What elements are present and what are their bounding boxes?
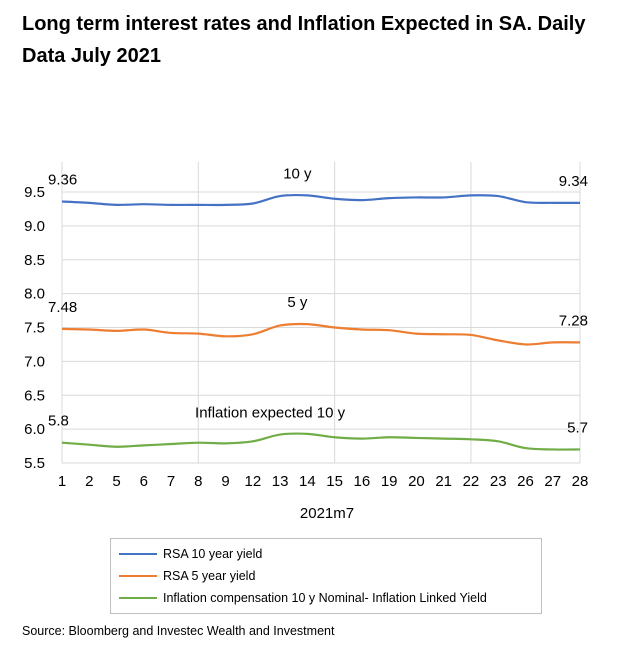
y-tick-label: 6.5 (24, 387, 45, 404)
x-tick-label: 19 (381, 473, 398, 490)
legend-label: Inflation compensation 10 y Nominal- Inf… (163, 591, 487, 605)
chart-title: Long term interest rates and Inflation E… (22, 13, 586, 67)
x-tick-label: 12 (244, 473, 261, 490)
y-tick-label: 6.0 (24, 421, 45, 438)
x-tick-label: 28 (572, 473, 589, 490)
legend-label: RSA 10 year yield (163, 547, 263, 561)
legend-swatch (119, 597, 157, 599)
x-tick-label: 15 (326, 473, 343, 490)
x-tick-label: 1 (58, 473, 66, 490)
data-annotation: 10 y (283, 165, 312, 182)
y-tick-label: 8.0 (24, 286, 45, 303)
data-annotation: 9.36 (48, 171, 77, 188)
chart-legend: RSA 10 year yield RSA 5 year yield Infla… (110, 538, 542, 614)
y-tick-label: 7.0 (24, 353, 45, 370)
x-tick-label: 8 (194, 473, 202, 490)
legend-item-rsa-10y: RSA 10 year yield (119, 543, 541, 565)
x-tick-label: 26 (517, 473, 534, 490)
x-tick-label: 6 (140, 473, 148, 490)
series-line-3 (61, 432, 581, 451)
series-line-2 (61, 322, 581, 346)
legend-swatch (119, 575, 157, 577)
data-annotation: 7.28 (559, 312, 588, 329)
x-tick-label: 5 (112, 473, 120, 490)
source-note: Source: Bloomberg and Investec Wealth an… (22, 624, 335, 638)
x-tick-label: 20 (408, 473, 425, 490)
legend-item-rsa-5y: RSA 5 year yield (119, 565, 541, 587)
y-tick-label: 7.5 (24, 320, 45, 337)
series-line-1 (61, 193, 581, 207)
axes: 9.59.08.58.07.57.06.56.05.51 2 5 6 7 8 9 12 13 14… (24, 184, 588, 522)
data-annotation: 5.8 (48, 413, 69, 430)
y-tick-label: 9.5 (24, 184, 45, 201)
y-tick-label: 8.5 (24, 252, 45, 269)
gridlines (61, 162, 581, 464)
data-annotation: 9.34 (559, 173, 588, 190)
legend-item-inflation: Inflation compensation 10 y Nominal- Inf… (119, 587, 541, 609)
x-tick-label: 2 (85, 473, 93, 490)
annotations: 9.36 10 y 9.34 7.48 5 y 7.28 5.8 Inflation expe… (48, 165, 588, 436)
x-tick-label: 9 (221, 473, 229, 490)
legend-label: RSA 5 year yield (163, 569, 256, 583)
data-annotation: 5 y (287, 294, 308, 311)
legend-swatch (119, 553, 157, 555)
y-tick-label: 5.5 (24, 455, 45, 472)
x-tick-label: 23 (490, 473, 507, 490)
data-annotation: 7.48 (48, 299, 77, 316)
line-chart: 9.59.08.58.07.57.06.56.05.51 2 5 6 7 8 9 12 13 14… (24, 162, 588, 522)
x-tick-label: 22 (463, 473, 480, 490)
x-axis-label: 2021m7 (300, 505, 354, 522)
data-annotation: Inflation expected 10 y (195, 405, 346, 422)
x-tick-label: 14 (299, 473, 316, 490)
x-tick-label: 7 (167, 473, 175, 490)
series-lines (61, 193, 581, 451)
y-tick-label: 9.0 (24, 218, 45, 235)
x-tick-label: 27 (544, 473, 561, 490)
x-tick-label: 13 (272, 473, 289, 490)
data-annotation: 5.7 (567, 419, 588, 436)
x-tick-label: 16 (354, 473, 371, 490)
x-tick-label: 21 (435, 473, 452, 490)
